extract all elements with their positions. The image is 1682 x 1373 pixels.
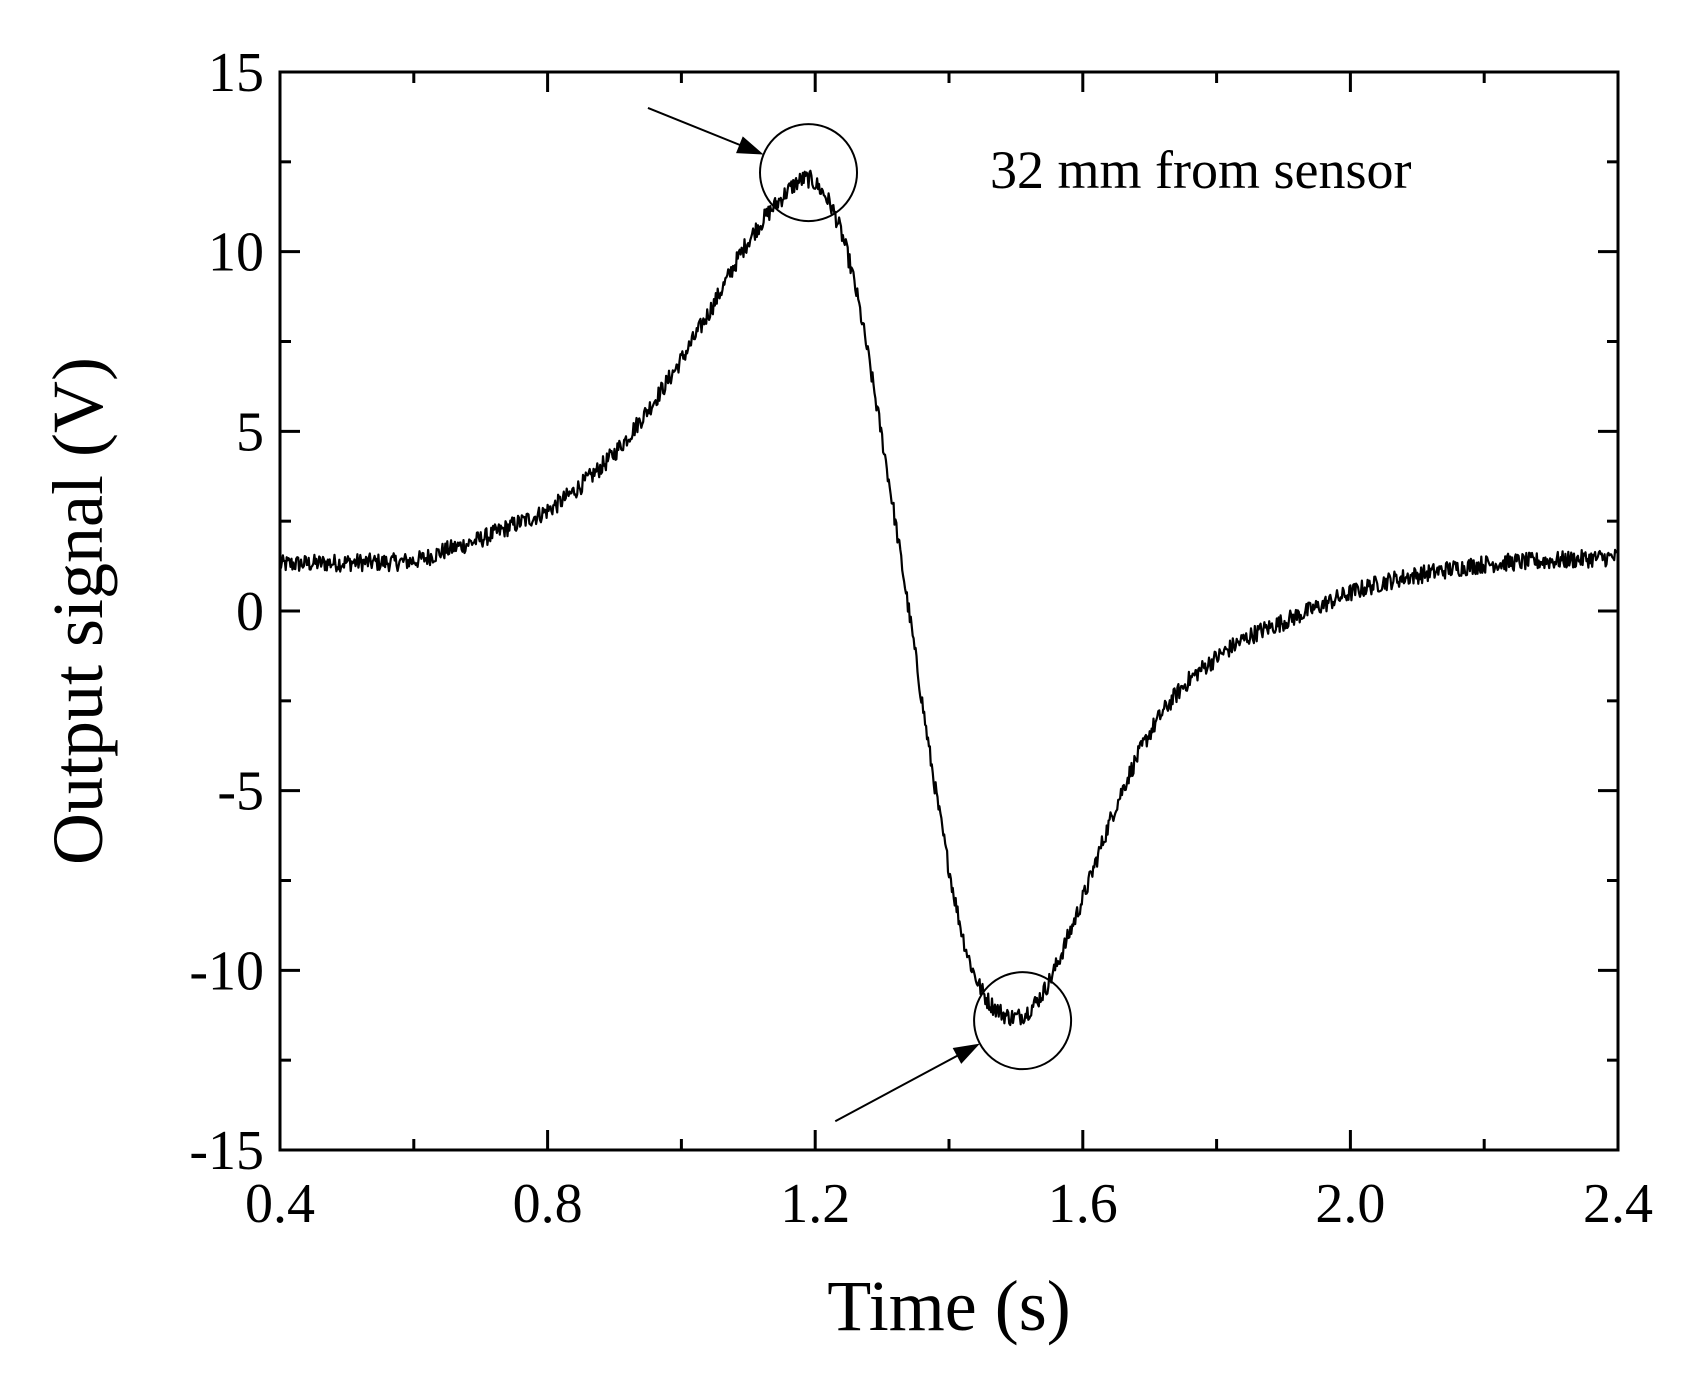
axis-ticks [278, 70, 1620, 1152]
marker-arrow-trough [834, 1049, 968, 1123]
x-tick-label: 1.6 [1048, 1173, 1118, 1235]
x-tick-label: 0.4 [245, 1173, 315, 1235]
y-tick-label: -10 [189, 940, 264, 1002]
x-tick-label: 1.2 [780, 1173, 850, 1235]
marker-arrowhead-peak [736, 136, 764, 155]
x-axis-title: Time (s) [827, 1266, 1070, 1346]
marker-circle-trough [973, 971, 1073, 1071]
y-tick-label: 0 [236, 581, 264, 643]
y-tick-label: -15 [189, 1120, 264, 1182]
marker-circle-peak [759, 123, 859, 223]
y-tick-label: 5 [236, 401, 264, 463]
x-tick-label: 0.8 [513, 1173, 583, 1235]
x-tick-label: 2.4 [1583, 1173, 1653, 1235]
marker-arrow-peak [647, 107, 751, 151]
series-line-output-signal [278, 169, 1619, 1027]
y-tick-label: 15 [208, 42, 264, 104]
y-tick-label: -5 [217, 761, 264, 823]
annotation-distance: 32 mm from sensor [990, 140, 1411, 200]
annotation-markers [647, 107, 1073, 1123]
y-axis-title: Output signal (V) [38, 357, 118, 865]
axis-tick-labels: 0.4 0.8 1.2 1.6 2.0 2.4 -15 -10 -5 0 5 10 15 [189, 42, 1653, 1235]
plot-frame [278, 70, 1620, 1152]
x-tick-label: 2.0 [1315, 1173, 1385, 1235]
y-tick-label: 10 [208, 222, 264, 284]
marker-arrowhead-trough [952, 1043, 980, 1064]
